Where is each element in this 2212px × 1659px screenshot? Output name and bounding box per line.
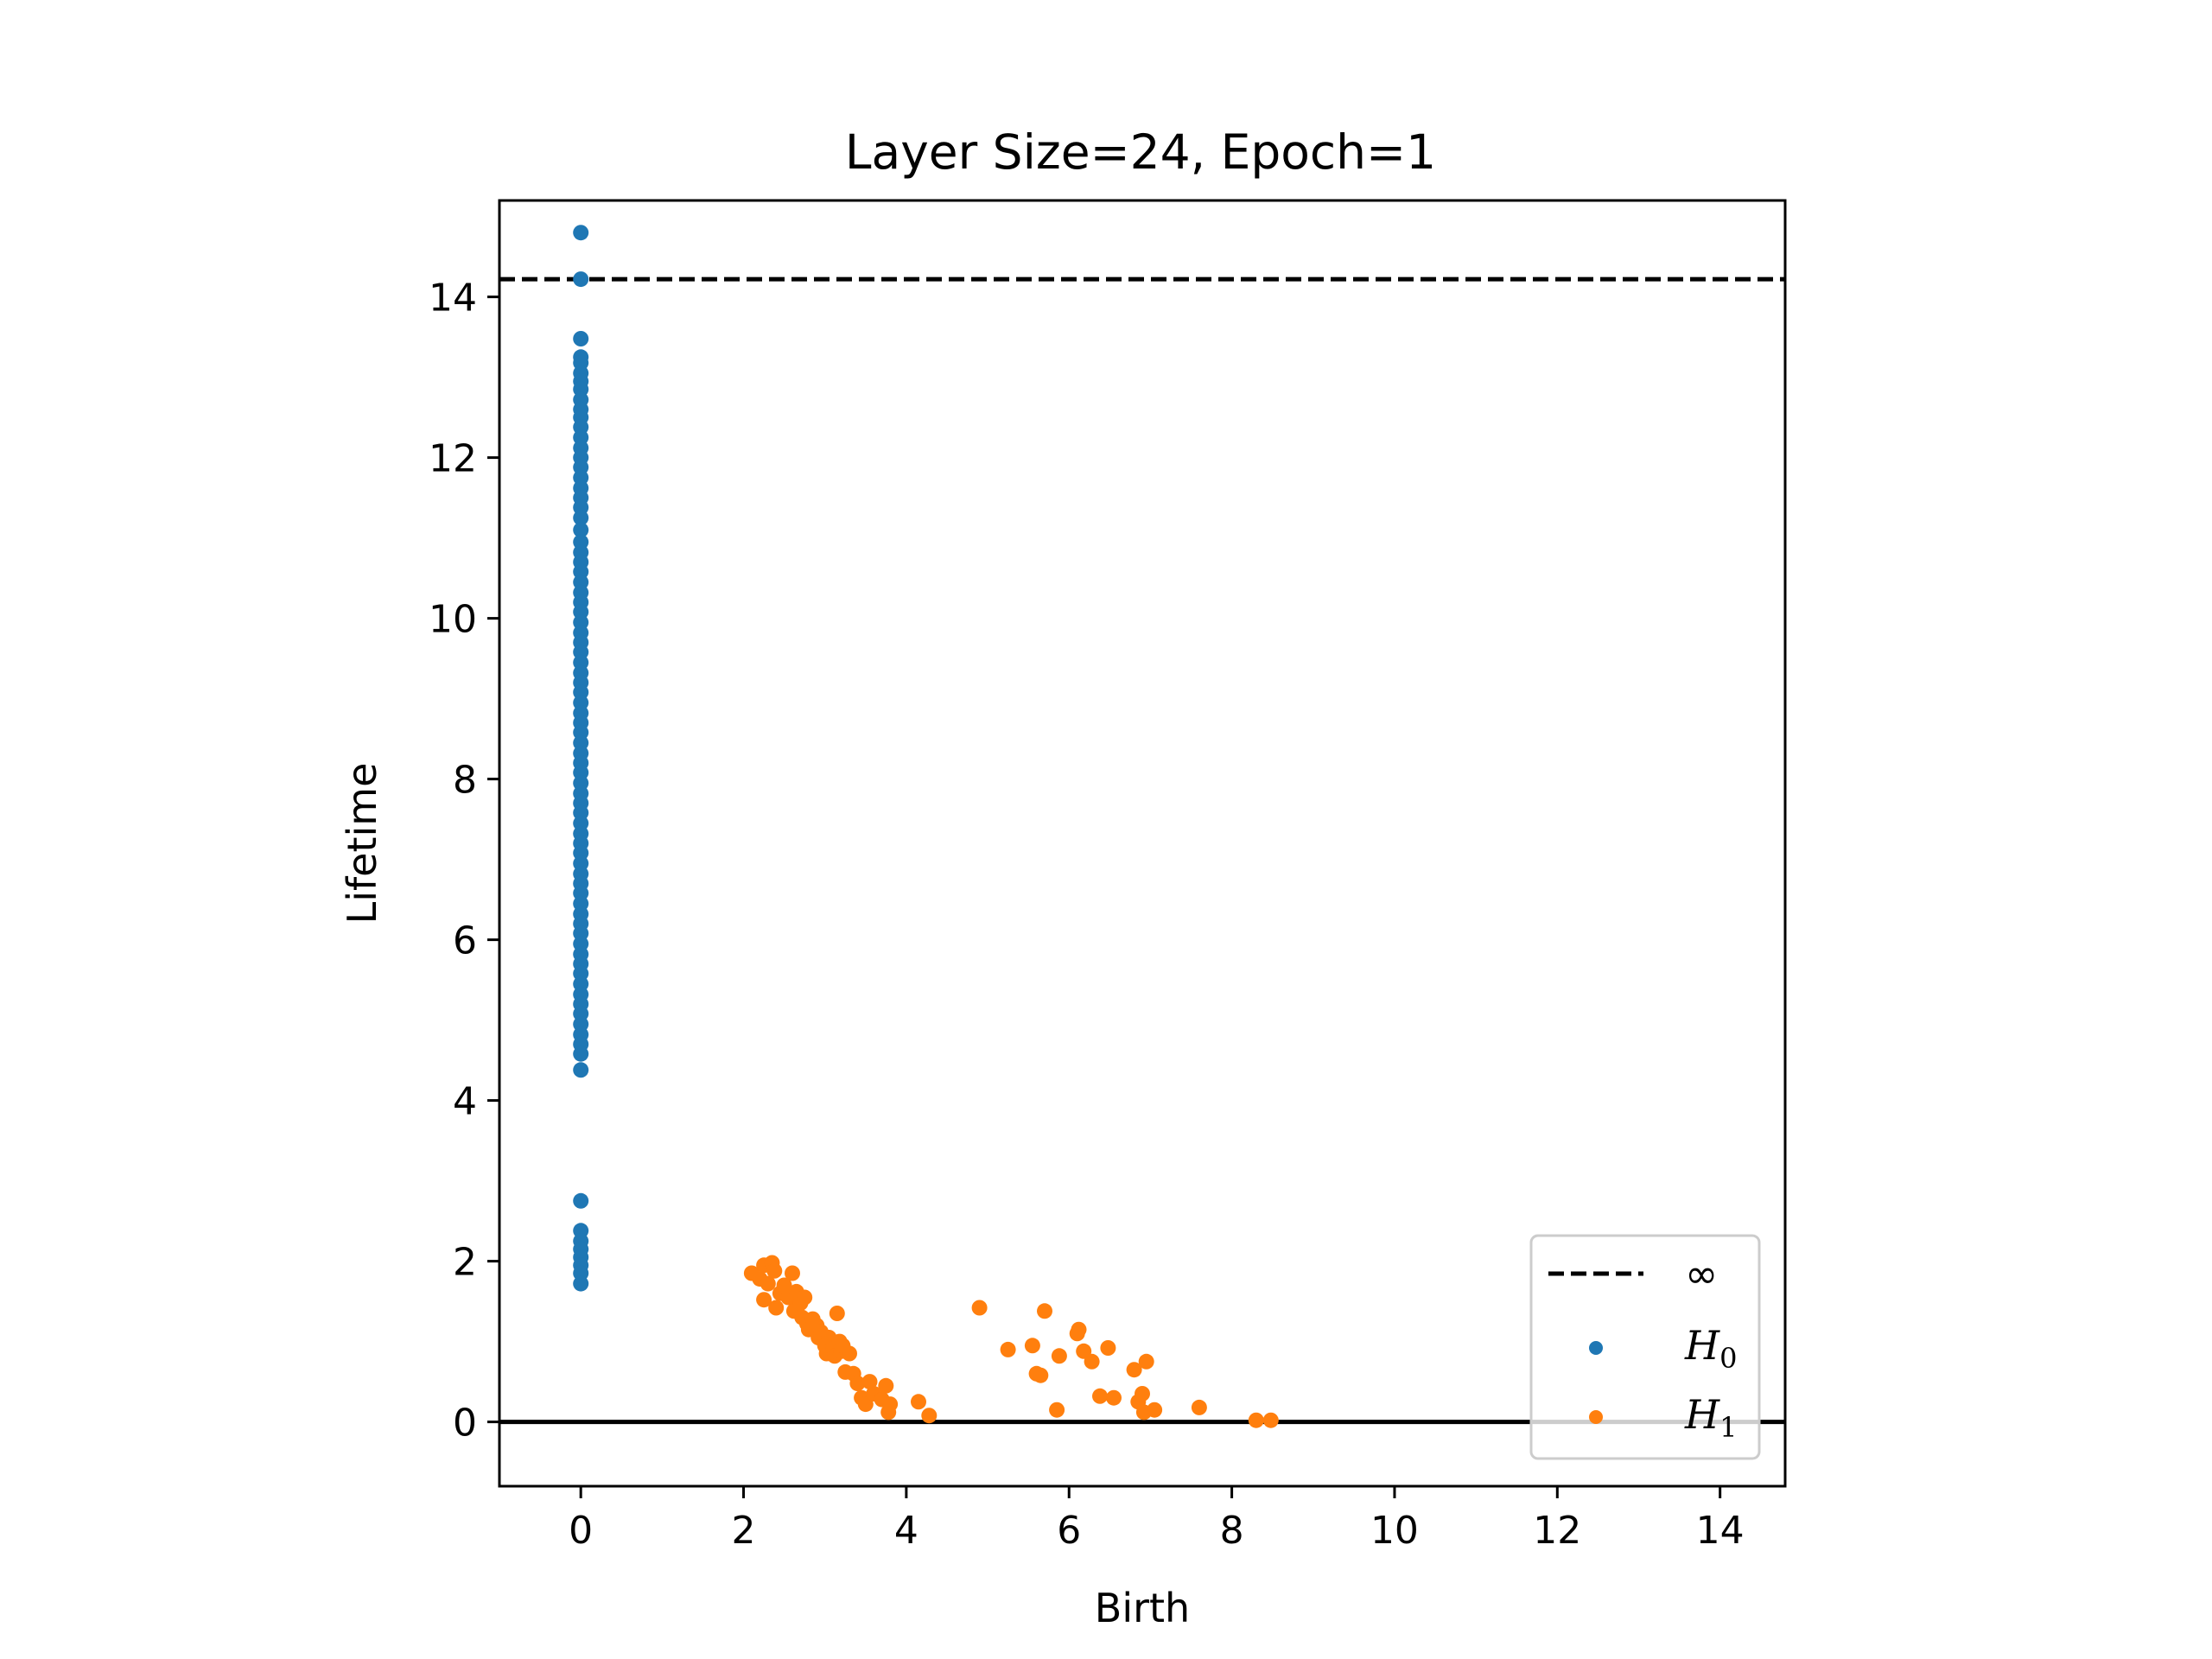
- h1-point: [1037, 1303, 1052, 1319]
- x-tick-label: 0: [569, 1509, 593, 1553]
- h1-point: [861, 1374, 878, 1390]
- h1-point: [1126, 1362, 1142, 1378]
- h1-point: [829, 1306, 845, 1321]
- h1-point: [1106, 1389, 1122, 1406]
- h1-point: [1100, 1340, 1116, 1356]
- h1-point: [911, 1394, 926, 1410]
- y-tick-label: 2: [453, 1241, 477, 1285]
- h1-point: [1191, 1399, 1207, 1415]
- h1-point: [1248, 1412, 1264, 1428]
- x-tick-label: 8: [1220, 1509, 1244, 1553]
- h1-point: [797, 1289, 813, 1306]
- y-tick-label: 8: [453, 759, 477, 803]
- x-tick-label: 2: [732, 1509, 756, 1553]
- h0-point: [573, 510, 589, 526]
- h0-point: [573, 522, 589, 538]
- h1-point: [857, 1396, 874, 1413]
- h1-point: [1051, 1348, 1067, 1364]
- legend-h1-marker: [1589, 1410, 1603, 1424]
- h1-point: [756, 1292, 772, 1308]
- y-tick-label: 6: [453, 919, 477, 963]
- h1-point: [768, 1300, 785, 1316]
- h1-point: [1262, 1412, 1279, 1428]
- x-tick-label: 14: [1696, 1509, 1745, 1553]
- x-axis-ticks: 0 2 4 6 8 10 12 14: [569, 1486, 1745, 1553]
- x-tick-label: 6: [1057, 1509, 1081, 1553]
- h1-point: [882, 1396, 899, 1413]
- series-h1: [743, 1255, 1279, 1428]
- y-axis-ticks: 0 2 4 6 8 10 12 14: [429, 276, 499, 1446]
- h1-point: [760, 1275, 776, 1292]
- x-tick-label: 12: [1533, 1509, 1581, 1553]
- h1-point: [971, 1300, 988, 1316]
- h1-point: [1049, 1402, 1065, 1418]
- x-tick-label: 4: [894, 1509, 918, 1553]
- legend-label-h1: H1: [1684, 1391, 1737, 1444]
- h1-point: [921, 1408, 938, 1424]
- h1-point: [878, 1377, 894, 1394]
- h1-point: [1135, 1386, 1150, 1402]
- legend-label-infinity: ∞: [1685, 1250, 1718, 1297]
- legend-h0-marker: [1589, 1341, 1603, 1355]
- h1-point: [1147, 1402, 1163, 1418]
- y-tick-label: 14: [429, 276, 477, 321]
- h1-point: [785, 1265, 800, 1281]
- y-axis-label: Lifetime: [339, 763, 385, 925]
- y-tick-label: 4: [453, 1080, 477, 1124]
- legend-box: [1529, 1234, 1761, 1460]
- h0-point: [573, 1046, 589, 1062]
- y-tick-label: 12: [429, 437, 477, 481]
- axes-frame: [498, 199, 1787, 1488]
- legend: ∞ H0 H1: [1529, 1234, 1761, 1460]
- h0-point: [573, 1062, 589, 1078]
- h1-point: [1138, 1353, 1154, 1370]
- h1-point: [1033, 1367, 1049, 1383]
- h1-point: [766, 1262, 783, 1279]
- h0-point: [573, 225, 589, 241]
- h1-point: [849, 1376, 866, 1391]
- legend-label-h0: H0: [1684, 1322, 1737, 1375]
- chart-title: Layer Size=24, Epoch=1: [845, 124, 1436, 180]
- h1-point: [1084, 1353, 1100, 1370]
- y-tick-label: 0: [453, 1402, 477, 1446]
- y-tick-label: 10: [429, 598, 477, 642]
- h0-point: [573, 1192, 589, 1209]
- h1-point: [776, 1277, 792, 1294]
- x-tick-label: 10: [1370, 1509, 1419, 1553]
- h1-point: [1071, 1321, 1087, 1338]
- h0-point: [573, 271, 589, 288]
- x-axis-label: Birth: [1095, 1585, 1190, 1631]
- h1-point: [1024, 1338, 1040, 1354]
- h0-point: [573, 1275, 589, 1292]
- h1-point: [1092, 1388, 1108, 1404]
- h0-point: [573, 331, 589, 346]
- h1-point: [1000, 1341, 1016, 1357]
- series-h0: [573, 225, 589, 1292]
- h1-point: [842, 1345, 857, 1362]
